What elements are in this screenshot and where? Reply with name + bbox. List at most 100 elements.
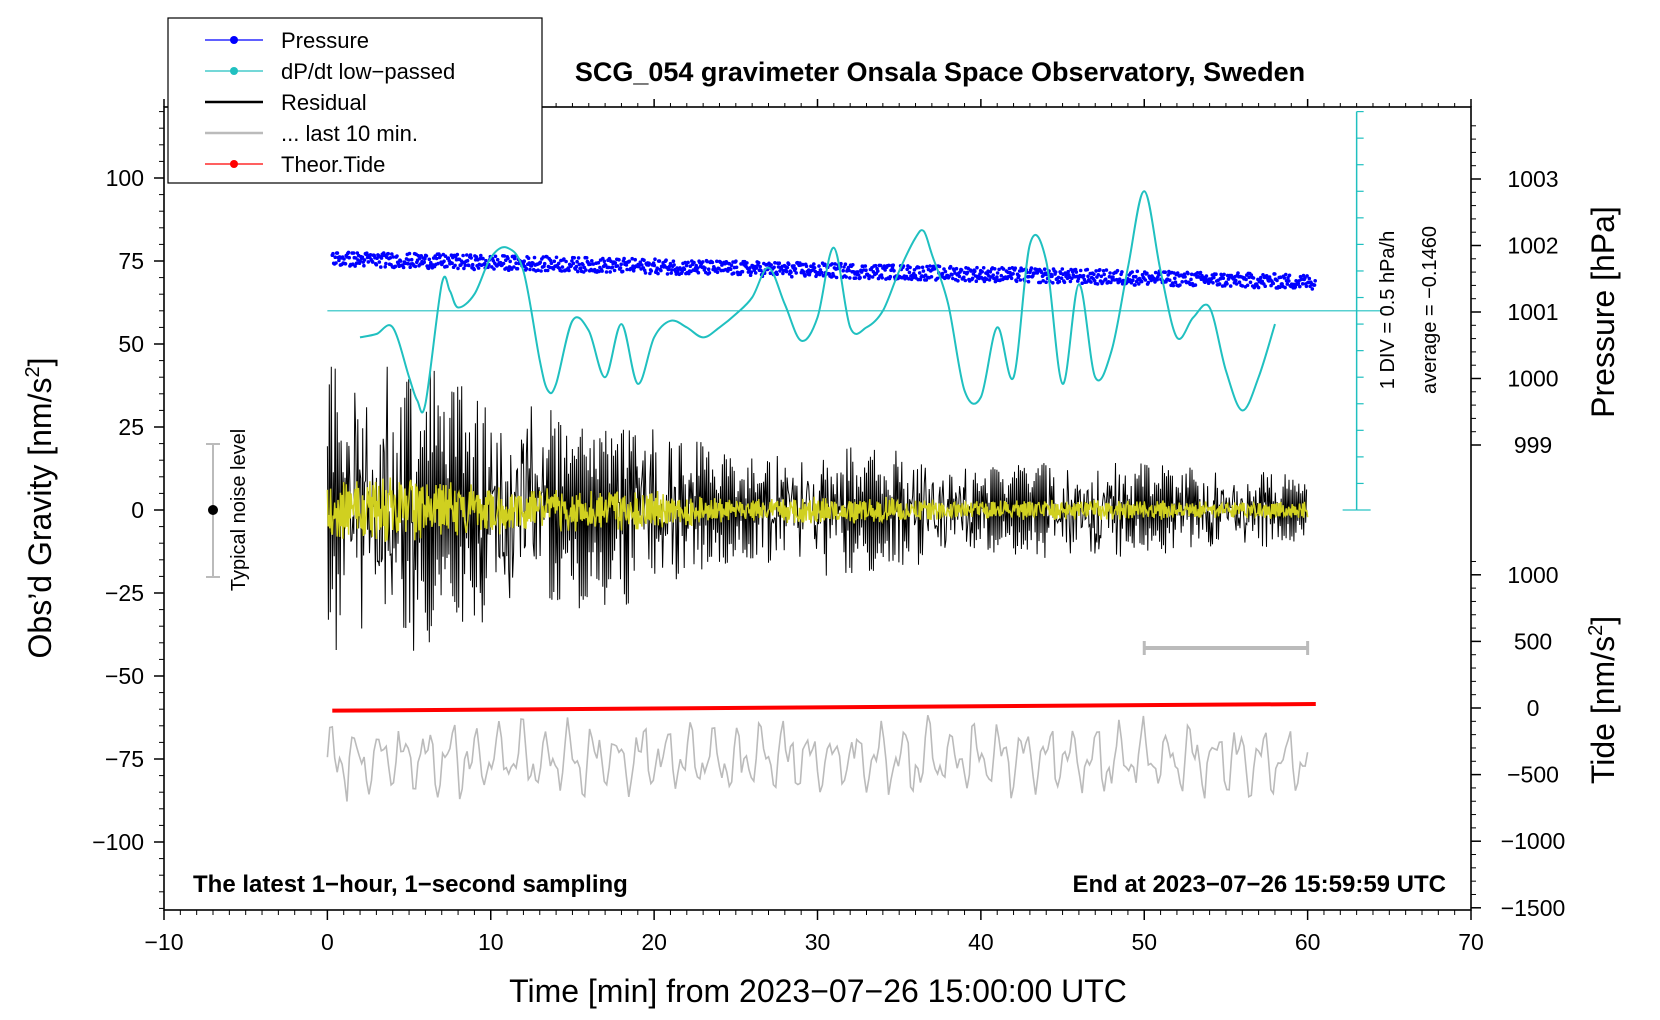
pressure-point: [574, 264, 579, 269]
x-tick-label: 70: [1458, 929, 1484, 955]
pressure-point: [443, 254, 448, 258]
pressure-point: [606, 265, 611, 270]
pressure-point: [413, 264, 418, 269]
pressure-point: [461, 253, 465, 258]
y-axis-tide-label-sup: 2: [1585, 625, 1607, 636]
pressure-point: [581, 263, 585, 267]
pressure-point: [1245, 283, 1250, 288]
legend-item: dP/dt low−passed: [205, 59, 455, 84]
pressure-point: [1305, 274, 1309, 278]
pressure-point: [734, 259, 738, 264]
pressure-point: [584, 268, 588, 272]
pressure-point: [999, 273, 1004, 278]
pressure-point: [1134, 274, 1138, 279]
pressure-point: [1130, 270, 1134, 274]
pressure-point: [956, 279, 960, 283]
legend-swatch-marker: [230, 67, 238, 75]
pressure-point: [867, 274, 872, 278]
pressure-point: [988, 270, 993, 274]
pressure-point: [790, 274, 794, 279]
pressure-point: [362, 263, 366, 268]
pressure-point: [656, 271, 660, 276]
pressure-point: [506, 268, 511, 273]
pressure-point: [1098, 268, 1102, 272]
pressure-point: [1026, 279, 1031, 284]
pressure-point: [785, 265, 790, 270]
pressure-point: [365, 251, 369, 255]
pressure-point: [686, 260, 690, 265]
noise-level-indicator: Typical noise level: [206, 429, 250, 591]
x-tick-label: 20: [641, 929, 667, 955]
x-tick-label: 30: [805, 929, 831, 955]
pressure-point: [390, 252, 394, 256]
pressure-point: [552, 259, 557, 264]
y-axis-left-label: Obs’d Gravity [nm/s2]: [22, 358, 58, 659]
pressure-point: [351, 251, 356, 255]
pressure-point: [864, 268, 868, 273]
pressure-point: [758, 264, 762, 269]
pressure-point: [360, 255, 365, 259]
pressure-point: [948, 264, 953, 269]
x-tick-label: 0: [321, 929, 334, 955]
pressure-point: [754, 266, 759, 270]
pressure-point: [655, 266, 659, 271]
pressure-point: [474, 255, 479, 259]
pressure-point: [482, 262, 487, 266]
pressure-point: [1183, 275, 1187, 279]
pressure-point: [846, 265, 851, 270]
pressure-point: [670, 268, 674, 272]
tide-line: [332, 702, 1316, 713]
pressure-point: [1278, 275, 1283, 280]
pressure-point: [1287, 279, 1291, 283]
pressure-point: [576, 269, 580, 274]
pressure-point: [664, 258, 668, 263]
pressure-point: [1137, 282, 1141, 286]
pressure-point: [1096, 273, 1101, 277]
pressure-point: [638, 260, 643, 265]
pressure-point: [1247, 275, 1251, 280]
pressure-point: [924, 278, 929, 282]
pressure-point: [974, 279, 979, 284]
pressure-point: [609, 259, 613, 264]
pressure-point: [830, 262, 834, 266]
pressure-point: [921, 269, 926, 273]
pressure-point: [407, 251, 412, 256]
pressure-point: [672, 263, 676, 267]
pressure-point: [1081, 273, 1086, 278]
pressure-point: [753, 271, 758, 275]
pressure-point: [604, 270, 609, 274]
pressure-point: [1131, 278, 1135, 283]
pressure-point: [665, 272, 670, 276]
pressure-point: [406, 258, 411, 262]
pressure-point: [588, 262, 593, 267]
y-axis-left-label-main: Obs’d Gravity [nm/s: [22, 378, 58, 659]
pressure-point: [434, 256, 439, 261]
pressure-point: [907, 270, 912, 275]
pressure-point: [905, 267, 909, 272]
pressure-point: [863, 264, 868, 268]
pressure-point: [333, 255, 338, 259]
tide-tick-label: −500: [1507, 762, 1559, 788]
pressure-point: [1300, 282, 1305, 286]
pressure-point: [772, 265, 776, 270]
y-axis-left: 100 75 50 25 0 −25 −50 −75 −100: [92, 111, 164, 909]
legend-item: Theor.Tide: [205, 152, 385, 177]
pressure-point: [612, 268, 617, 273]
pressure-point: [424, 254, 429, 258]
x-axis-label: Time [min] from 2023−07−26 15:00:00 UTC: [509, 973, 1127, 1009]
pressure-point: [839, 261, 843, 266]
pressure-point: [923, 273, 928, 278]
pressure-point: [1189, 277, 1193, 282]
pressure-point: [1017, 274, 1021, 278]
pressure-point: [883, 268, 887, 272]
pressure-point: [631, 269, 636, 273]
pressure-point: [465, 253, 469, 257]
pressure-tick-label: 1001: [1507, 299, 1558, 325]
pressure-point: [777, 261, 782, 266]
pressure-point: [591, 262, 596, 266]
tide-tick-label: 500: [1514, 628, 1552, 654]
pressure-point: [1011, 272, 1015, 276]
pressure-point: [556, 261, 561, 266]
pressure-point: [1217, 282, 1222, 286]
pressure-point: [787, 262, 791, 267]
